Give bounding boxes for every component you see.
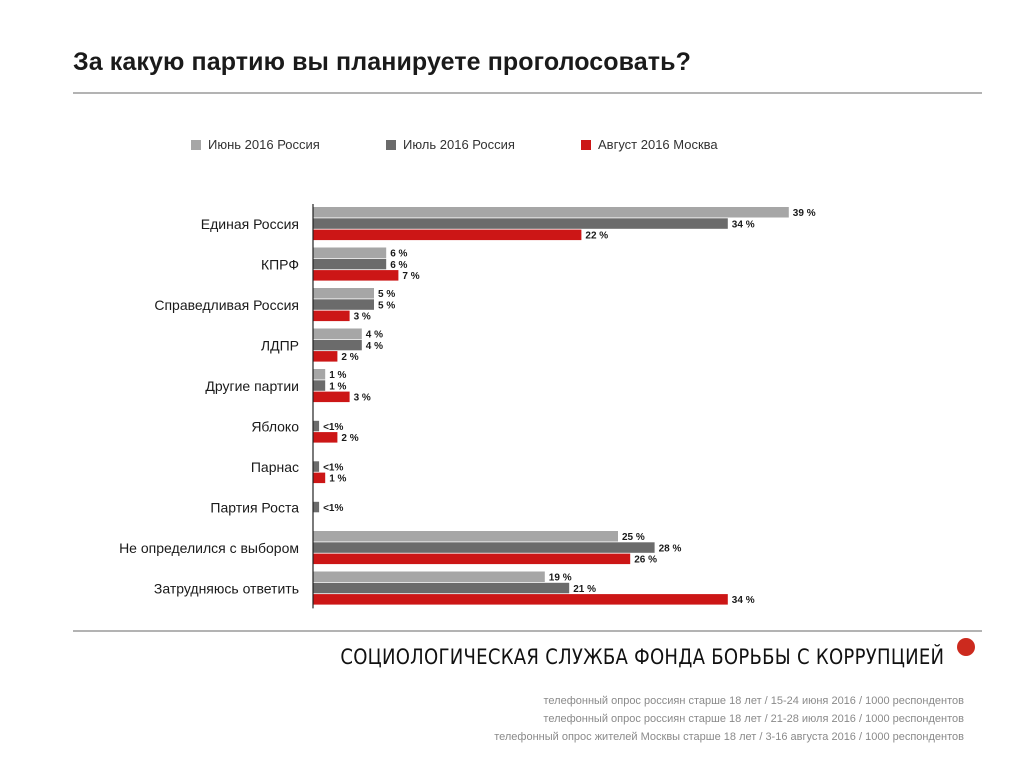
data-label: 3 %	[354, 393, 371, 404]
survey-notes: телефонный опрос россиян старше 18 лет /…	[494, 692, 964, 746]
data-label: 2 %	[341, 352, 358, 363]
bar	[313, 594, 728, 605]
data-label: 34 %	[732, 219, 755, 230]
category-label: Затрудняюсь ответить	[154, 580, 299, 596]
data-label: 34 %	[732, 595, 755, 606]
bar	[313, 288, 374, 299]
data-label: 1 %	[329, 381, 346, 392]
bar	[313, 420, 320, 432]
data-label: <1%	[323, 462, 343, 473]
category-label: Справедливая Россия	[154, 297, 299, 313]
legend-label-august: Август 2016 Москва	[598, 137, 718, 152]
bar	[313, 472, 326, 484]
category-label: Не определился с выбором	[119, 540, 299, 556]
bar	[313, 270, 399, 281]
bar	[313, 339, 362, 351]
data-label: 6 %	[390, 249, 407, 260]
category-label: Единая Россия	[201, 216, 299, 232]
data-label: 4 %	[366, 341, 383, 352]
legend-label-july: Июль 2016 Россия	[403, 137, 515, 152]
bar	[313, 207, 789, 218]
bar	[313, 229, 582, 241]
data-label: 4 %	[366, 330, 383, 341]
data-label: 22 %	[585, 231, 608, 242]
data-label: 1 %	[329, 370, 346, 381]
bar	[313, 247, 387, 258]
bar	[313, 310, 350, 322]
legend-swatch-july	[386, 140, 396, 150]
bar	[313, 391, 350, 403]
data-label: 39 %	[793, 208, 816, 219]
bar	[313, 461, 320, 472]
category-label: КПРФ	[261, 256, 299, 272]
bar	[313, 571, 545, 582]
data-label: 5 %	[378, 300, 395, 311]
bar	[313, 582, 570, 594]
data-label: 3 %	[354, 312, 371, 323]
data-label: <1%	[323, 503, 343, 514]
brand-dot-icon	[957, 638, 975, 656]
category-label: Яблоко	[251, 418, 299, 434]
data-label: 19 %	[549, 573, 572, 584]
bar	[313, 553, 631, 565]
data-label: 25 %	[622, 532, 645, 543]
category-label: Партия Роста	[210, 499, 299, 515]
data-label: 6 %	[390, 260, 407, 271]
bar	[313, 531, 618, 542]
category-label: Парнас	[251, 459, 299, 475]
survey-note-august: телефонный опрос жителей Москвы старше 1…	[494, 731, 964, 743]
legend-swatch-june	[191, 140, 201, 150]
data-label: 7 %	[402, 271, 419, 282]
data-label: 2 %	[341, 433, 358, 444]
bar	[313, 351, 338, 362]
bar	[313, 380, 326, 391]
bar	[313, 369, 326, 380]
organization-name: СОЦИОЛОГИЧЕСКАЯ СЛУЖБА ФОНДА БОРЬБЫ С КО…	[340, 645, 944, 669]
survey-note-july: телефонный опрос россиян старше 18 лет /…	[543, 713, 964, 725]
footer-divider	[73, 630, 982, 632]
data-label: 28 %	[659, 543, 682, 554]
bar	[313, 218, 728, 229]
bar	[313, 299, 374, 310]
survey-note-june: телефонный опрос россиян старше 18 лет /…	[543, 695, 965, 707]
data-label: <1%	[323, 422, 343, 433]
legend-label-june: Июнь 2016 Россия	[208, 137, 320, 152]
title-divider	[73, 92, 982, 94]
data-label: 26 %	[634, 555, 657, 566]
data-label: 1 %	[329, 474, 346, 485]
bar	[313, 501, 320, 513]
chart-title: За какую партию вы планируете проголосов…	[73, 48, 691, 76]
category-label: Другие партии	[205, 378, 299, 394]
category-label: ЛДПР	[261, 337, 299, 353]
legend-swatch-august	[581, 140, 591, 150]
data-label: 5 %	[378, 289, 395, 300]
bar	[313, 542, 655, 553]
data-label: 21 %	[573, 584, 596, 595]
bar	[313, 432, 338, 443]
bar	[313, 328, 362, 339]
bar	[313, 258, 387, 270]
